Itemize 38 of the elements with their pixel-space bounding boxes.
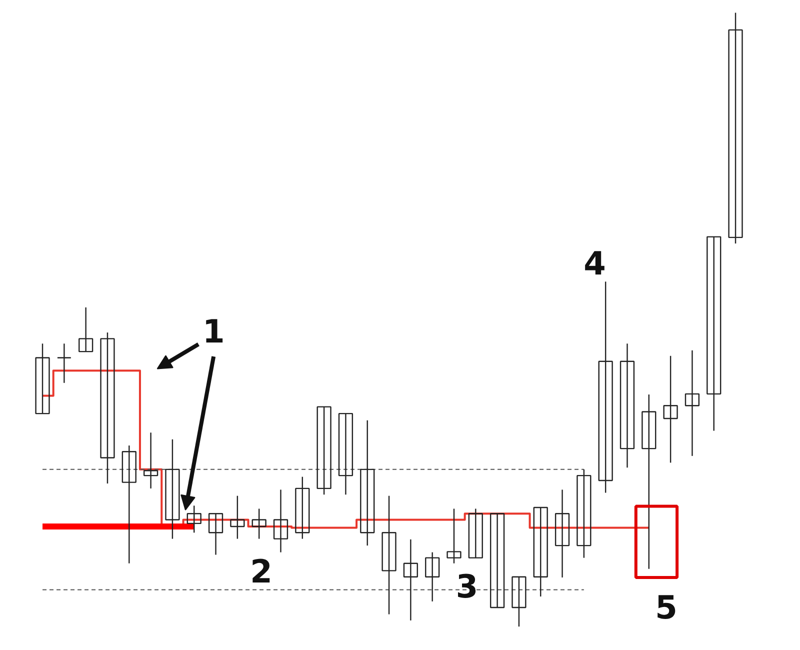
candlestick bbox=[338, 412, 354, 496]
candlestick bbox=[316, 406, 332, 496]
candlestick bbox=[512, 576, 526, 628]
candlestick bbox=[35, 343, 50, 414]
candlestick bbox=[273, 489, 288, 553]
candlestick bbox=[620, 343, 635, 468]
annotation: 4 bbox=[584, 244, 606, 283]
candlestick bbox=[533, 506, 548, 598]
annotation: 2 bbox=[250, 552, 272, 591]
candlestick bbox=[642, 394, 656, 570]
candlestick bbox=[122, 444, 136, 564]
candlestick bbox=[252, 508, 266, 540]
candlestick bbox=[295, 476, 310, 540]
annotation: 1 bbox=[202, 312, 225, 351]
candlestick bbox=[186, 505, 202, 534]
candlestick bbox=[663, 355, 678, 464]
candlestick bbox=[403, 538, 418, 622]
candlestick bbox=[706, 236, 722, 432]
annotation: 5 bbox=[655, 588, 678, 626]
candlestick bbox=[554, 489, 570, 578]
candlestick bbox=[56, 343, 72, 384]
candlestick bbox=[382, 495, 396, 615]
candlestick bbox=[143, 432, 158, 490]
annotation: 3 bbox=[456, 567, 478, 606]
candlestick bbox=[576, 468, 592, 558]
candlestick bbox=[78, 306, 94, 352]
candlestick bbox=[230, 495, 245, 540]
candlestick bbox=[728, 12, 743, 244]
candlestick bbox=[100, 332, 115, 484]
candlestick bbox=[598, 281, 613, 494]
candlestick bbox=[490, 513, 505, 608]
candlestick bbox=[684, 350, 700, 457]
candlestick bbox=[425, 552, 440, 602]
candlestick bbox=[165, 438, 180, 540]
candlestick bbox=[208, 513, 224, 556]
candlestick bbox=[360, 420, 375, 546]
candlestick bbox=[468, 508, 483, 558]
candlestick bbox=[446, 508, 462, 564]
